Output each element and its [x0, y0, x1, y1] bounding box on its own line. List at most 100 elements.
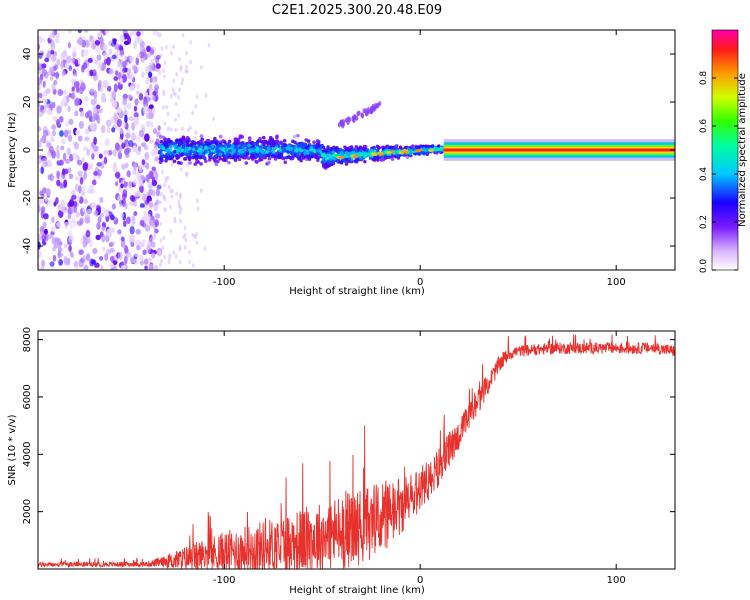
heatmap-cell — [370, 105, 374, 111]
heatmap-cell — [185, 69, 189, 74]
heatmap-cell — [320, 153, 325, 158]
heatmap-cell — [47, 234, 54, 240]
heatmap-cell — [255, 147, 260, 152]
heatmap-cell — [133, 40, 138, 49]
heatmap-cell — [104, 30, 110, 34]
heatmap-cell — [94, 59, 99, 65]
heatmap-cell — [178, 203, 181, 208]
heatmap-cell — [159, 139, 164, 144]
heatmap-cell — [359, 145, 363, 150]
heatmap-cell — [88, 184, 94, 191]
heatmap-cell — [219, 143, 223, 148]
heatmap-cell — [244, 161, 249, 165]
heatmap-cell — [57, 250, 61, 259]
heatmap-cell — [179, 167, 183, 172]
heatmap-cell — [45, 188, 51, 197]
heatmap-cell — [434, 146, 438, 151]
heatmap-cell — [39, 73, 44, 81]
heatmap-cell — [165, 105, 169, 110]
heatmap-cell — [62, 152, 67, 162]
heatmap-cell — [334, 153, 338, 158]
heatmap-cell — [144, 152, 150, 161]
heatmap-cell — [152, 95, 156, 102]
heatmap-cell — [52, 237, 58, 245]
heatmap-cell — [58, 241, 63, 246]
heatmap-cell — [268, 135, 273, 140]
heatmap-cell — [204, 145, 208, 150]
heatmap-cell — [71, 205, 75, 214]
heatmap-cell — [411, 144, 415, 148]
heatmap-cell — [195, 94, 199, 100]
heatmap-cell — [62, 95, 68, 104]
heatmap-cell — [177, 143, 182, 148]
heatmap-cell — [38, 262, 41, 270]
heatmap-cell — [171, 87, 175, 92]
heatmap-cell — [135, 171, 142, 179]
heatmap-cell — [193, 150, 197, 155]
heatmap-cell — [233, 158, 238, 162]
heatmap-cell — [64, 158, 71, 164]
spectrogram-heatmap — [38, 30, 675, 270]
heatmap-cell — [161, 169, 164, 175]
heatmap-cell — [52, 115, 58, 122]
heatmap-cell — [172, 250, 176, 255]
heatmap-cell — [126, 216, 131, 225]
heatmap-cell — [199, 139, 203, 144]
heatmap-cell — [97, 82, 101, 92]
heatmap-cell — [78, 36, 83, 46]
heatmap-cell — [158, 160, 163, 165]
heatmap-cell — [187, 250, 191, 255]
heatmap-cell — [202, 155, 206, 159]
heatmap-cell — [265, 149, 270, 154]
heatmap-cell — [75, 129, 80, 136]
heatmap-cell — [125, 162, 129, 169]
heatmap-cell — [375, 148, 380, 153]
heatmap-cell — [116, 118, 122, 128]
colorbar-tick-label: 0.0 — [699, 259, 709, 274]
heatmap-cell — [185, 64, 188, 70]
heatmap-cell — [186, 127, 190, 133]
heatmap-cell — [144, 265, 148, 270]
heatmap-cell — [341, 123, 345, 129]
heatmap-cell — [199, 162, 203, 166]
heatmap-cell — [299, 158, 303, 163]
heatmap-cell — [150, 58, 155, 63]
heatmap-cell — [402, 150, 409, 154]
heatmap-cell — [52, 254, 57, 262]
heatmap-cell — [227, 143, 232, 147]
heatmap-cell — [225, 152, 230, 157]
heatmap-cell — [96, 169, 102, 177]
heatmap-cell — [160, 46, 164, 51]
heatmap-cell — [198, 151, 202, 155]
heatmap-cell — [179, 218, 182, 224]
heatmap-cell — [165, 144, 169, 149]
heatmap-cell — [389, 145, 394, 150]
heatmap-cell — [148, 71, 153, 79]
heatmap-cell — [324, 149, 329, 153]
heatmap-cell — [124, 256, 128, 265]
heatmap-cell — [340, 153, 344, 157]
heatmap-cell — [126, 170, 131, 178]
heatmap-cell — [384, 145, 388, 149]
heatmap-cell — [108, 68, 114, 75]
heatmap-cell — [169, 228, 173, 234]
heatmap-cell — [296, 133, 300, 138]
heatmap-cell — [103, 52, 108, 58]
heatmap-cell — [310, 154, 314, 159]
heatmap-cell — [56, 105, 62, 114]
heatmap-cell — [277, 155, 282, 159]
heatmap-cell — [408, 152, 412, 156]
heatmap-cell — [194, 130, 198, 135]
heatmap-cell — [258, 136, 262, 141]
heatmap-cell — [67, 220, 73, 226]
heatmap-cell — [132, 169, 137, 176]
heatmap-cell — [138, 93, 144, 101]
heatmap-cell — [303, 142, 308, 147]
heatmap-cell — [164, 45, 168, 50]
heatmap-cell — [81, 156, 85, 163]
heatmap-cell — [411, 147, 415, 151]
heatmap-cell — [119, 127, 124, 135]
heatmap-cell — [262, 142, 266, 146]
heatmap-cell — [321, 163, 326, 167]
heatmap-cell — [295, 148, 299, 153]
